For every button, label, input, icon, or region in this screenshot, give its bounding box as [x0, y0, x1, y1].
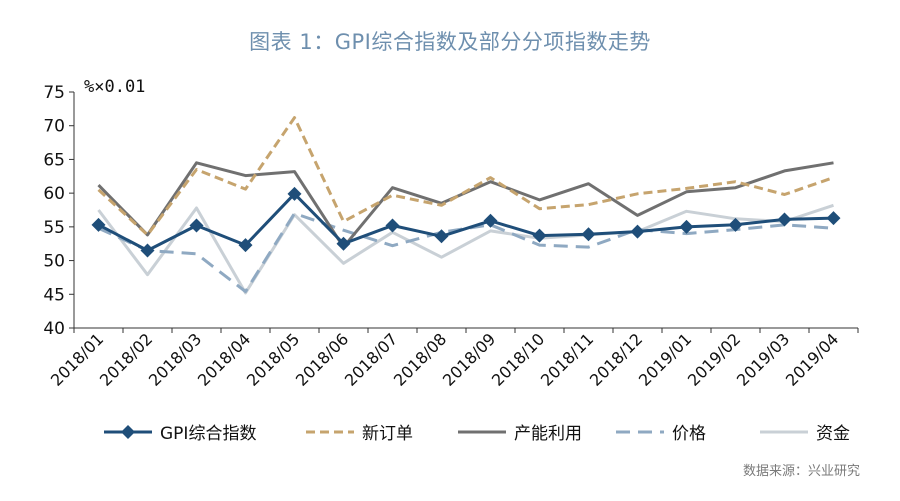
y-tick-label: 65 — [43, 150, 65, 170]
data-point — [140, 243, 155, 258]
x-tick-label: 2018/02 — [96, 329, 156, 389]
data-point — [189, 218, 204, 233]
x-tick-label: 2018/12 — [586, 329, 646, 389]
y-tick-label: 50 — [43, 252, 65, 272]
x-tick-label: 2018/03 — [145, 329, 205, 389]
x-tick-label: 2018/04 — [194, 329, 254, 389]
chart-title: 图表 1：GPI综合指数及部分分项指数走势 — [249, 30, 651, 54]
y-tick-label: 70 — [43, 117, 65, 137]
source-note: 数据来源：兴业研究 — [742, 464, 860, 479]
data-point — [336, 236, 351, 251]
x-tick-label: 2018/06 — [292, 329, 352, 389]
y-tick-label: 60 — [43, 184, 65, 204]
x-tick-label: 2019/04 — [782, 329, 842, 389]
y-tick-label: 55 — [43, 218, 65, 238]
x-tick-label: 2019/03 — [733, 329, 793, 389]
series-line-1 — [97, 192, 834, 252]
data-point — [581, 227, 596, 242]
y-unit-label: %×0.01 — [84, 77, 145, 97]
x-tick-label: 2018/05 — [243, 329, 303, 389]
data-point — [777, 212, 792, 227]
data-point — [385, 218, 400, 233]
data-point — [483, 213, 498, 228]
data-point — [532, 228, 547, 243]
series-line-4 — [97, 211, 834, 294]
y-tick-label: 75 — [43, 83, 65, 103]
legend-label-1: GPI综合指数 — [160, 424, 256, 444]
series-line-2 — [97, 116, 834, 237]
x-tick-label: 2018/10 — [488, 329, 548, 389]
data-point — [434, 229, 449, 244]
legend-label-3: 产能利用 — [514, 424, 582, 444]
data-point — [679, 219, 694, 234]
x-tick-label: 2018/07 — [341, 329, 401, 389]
data-point — [630, 224, 645, 239]
legend-marker — [121, 425, 135, 439]
legend-label-2: 新订单 — [362, 424, 413, 444]
data-point — [826, 211, 841, 226]
data-point — [728, 217, 743, 232]
data-point — [238, 238, 253, 253]
y-tick-label: 40 — [43, 319, 65, 339]
x-tick-label: 2018/11 — [537, 329, 597, 389]
x-tick-label: 2018/08 — [390, 329, 450, 389]
legend-label-4: 价格 — [672, 424, 706, 444]
series-line-5 — [97, 203, 834, 295]
x-tick-label: 2018/09 — [439, 329, 499, 389]
x-tick-label: 2019/02 — [684, 329, 744, 389]
data-point — [91, 217, 106, 232]
legend-label-5: 资金 — [816, 424, 850, 444]
data-point — [287, 186, 302, 201]
x-tick-label: 2019/01 — [635, 329, 695, 389]
y-tick-label: 45 — [43, 285, 65, 305]
